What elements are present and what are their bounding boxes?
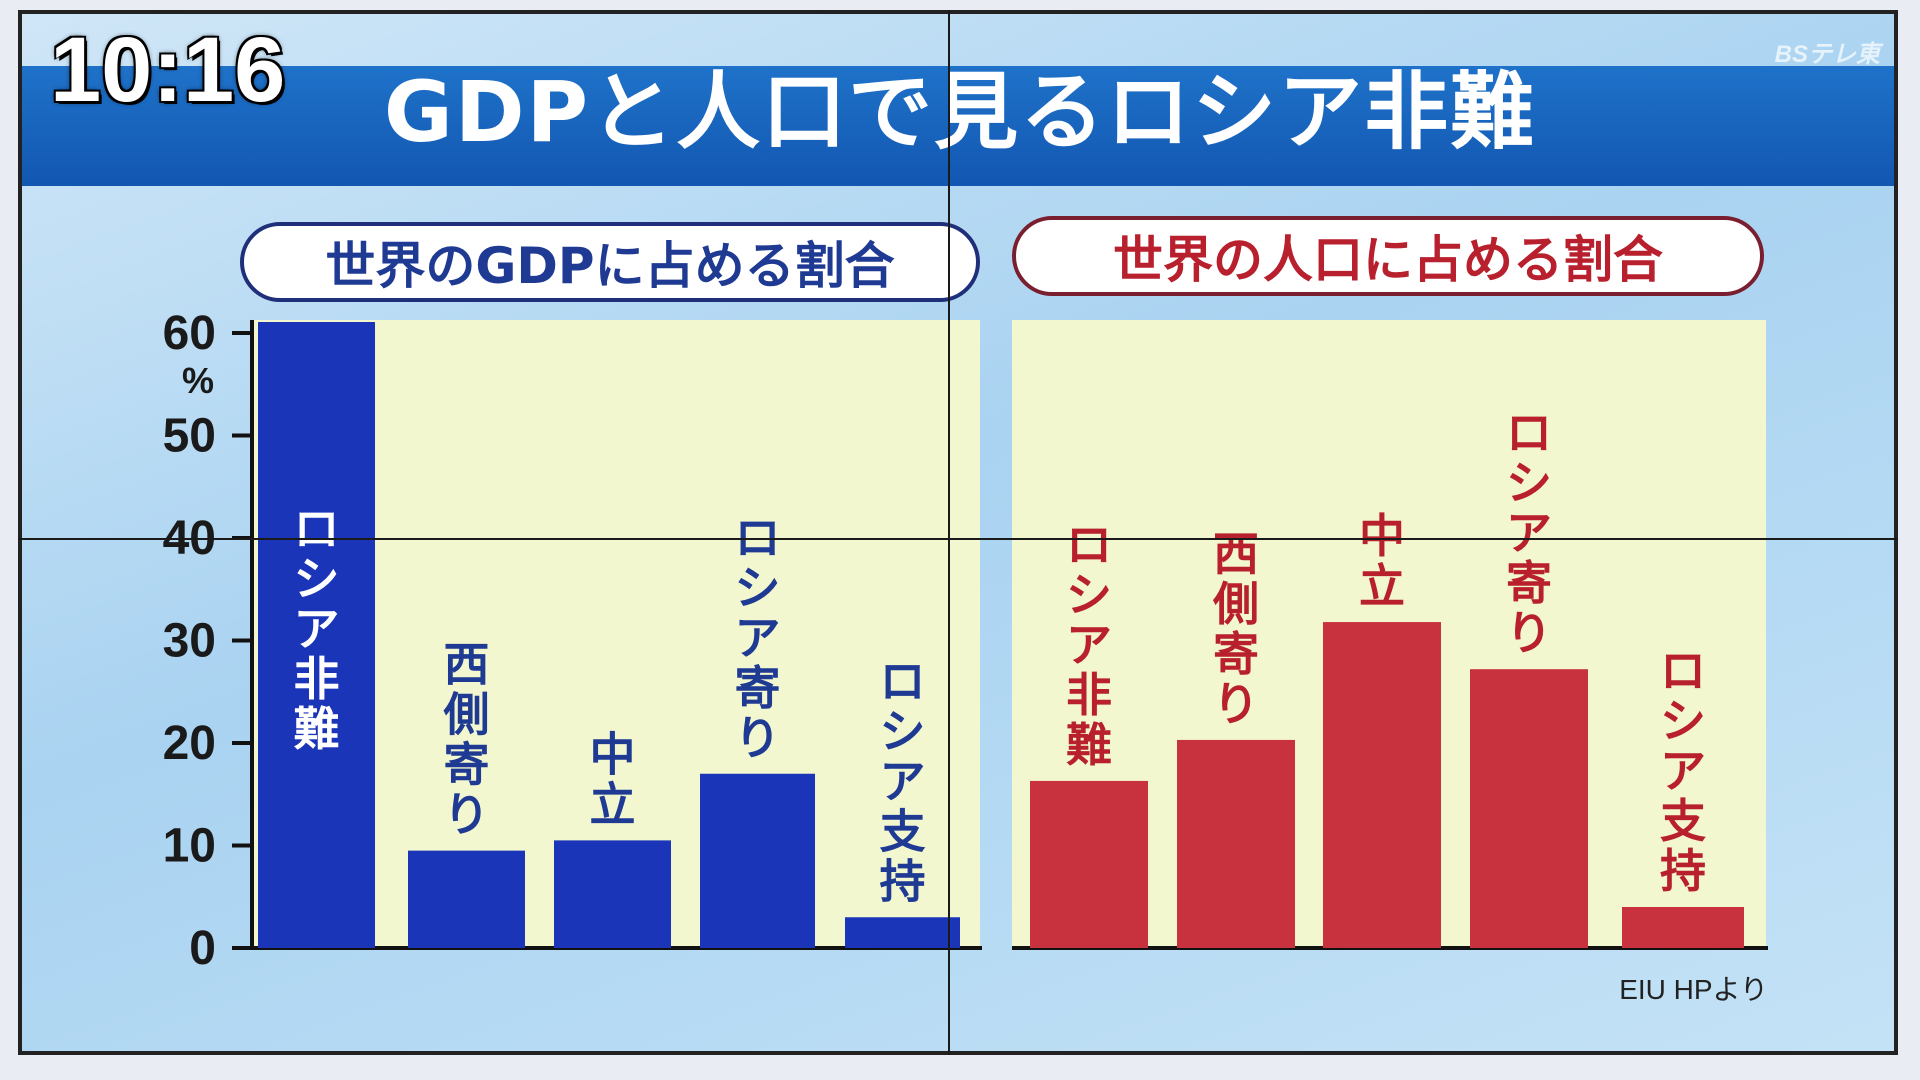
page-title: GDPと人口で見るロシア非難 [383, 63, 1537, 161]
clock: 10:16 [50, 19, 286, 121]
y-tick-label-20: 20 [163, 717, 216, 770]
pop-bar-2 [1177, 739, 1295, 948]
screen-seam-vertical [948, 10, 950, 1055]
gdp-bar-label-2: 西側寄り [443, 638, 490, 842]
y-unit-label: % [182, 360, 214, 401]
gdp-bar-label-1: ロシア非難 [294, 502, 340, 756]
y-tick-label-0: 0 [189, 922, 216, 975]
pop-bar-3 [1323, 622, 1441, 948]
gdp-bar-label-4: ロシア寄り [735, 511, 781, 765]
gdp-bar-4 [700, 773, 815, 948]
channel-logo: BSテレ東 [1774, 41, 1880, 68]
pop-bar-label-2: 西側寄り [1212, 527, 1259, 731]
pop-bar-1 [1030, 780, 1148, 948]
population-chart-title: 世界の人口に占める割合 [1012, 216, 1764, 296]
y-tick-label-10: 10 [163, 820, 216, 873]
title-band [22, 66, 1894, 186]
gdp-bar-5 [845, 917, 960, 948]
pop-bar-label-5: ロシア支持 [1660, 644, 1706, 898]
y-tick-label-60: 60 [163, 307, 216, 360]
pop-bar-label-1: ロシア非難 [1066, 518, 1112, 772]
pop-bar-4 [1470, 669, 1588, 948]
pop-bar-label-4: ロシア寄り [1506, 406, 1552, 660]
pop-bar-5 [1622, 907, 1744, 948]
source-note: EIU HPより [1619, 974, 1768, 1005]
y-tick-label-50: 50 [163, 410, 216, 463]
gdp-bar-3 [554, 840, 671, 948]
pop-bar-label-3: 中立 [1359, 509, 1405, 613]
gdp-bar-2 [408, 850, 525, 948]
gdp-bar-label-3: 中立 [590, 727, 636, 831]
gdp-bar-1 [258, 322, 375, 948]
gdp-chart-title: 世界のGDPに占める割合 [240, 222, 980, 302]
y-tick-label-30: 30 [163, 615, 216, 668]
gdp-bar-label-5: ロシア支持 [880, 654, 926, 908]
screen-seam-horizontal [18, 538, 1898, 540]
